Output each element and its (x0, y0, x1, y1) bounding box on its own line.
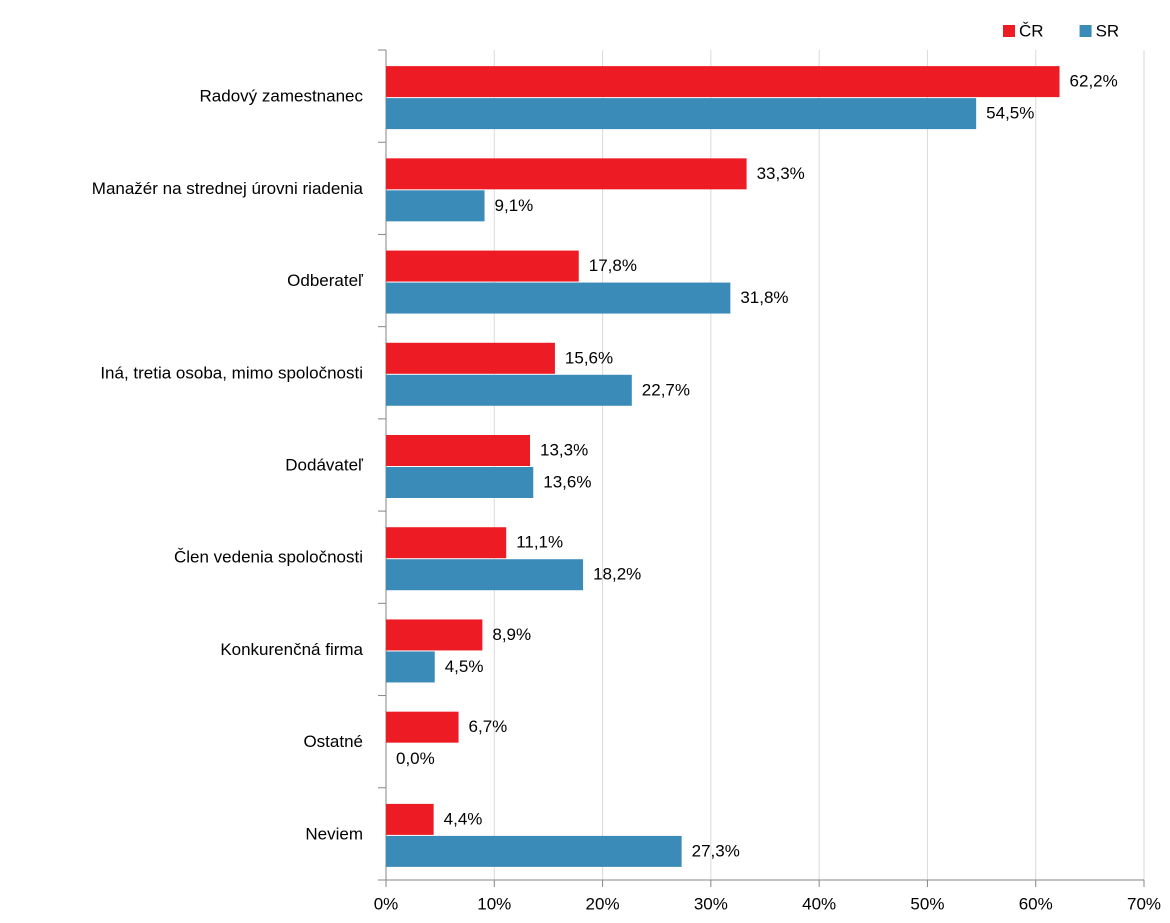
bar (386, 803, 434, 835)
y-tick-label: Iná, tretia osoba, mimo spoločnosti (100, 363, 363, 382)
bar (386, 467, 534, 498)
legend-label: SR (1096, 21, 1120, 40)
y-tick-label: Ostatné (303, 732, 363, 751)
value-label: 6,7% (469, 717, 508, 736)
x-tick-label: 60% (1019, 894, 1053, 913)
value-label: 0,0% (396, 749, 435, 768)
legend-swatch (1079, 25, 1092, 37)
bar (386, 98, 977, 130)
y-tick-label: Dodávateľ (285, 455, 364, 474)
y-tick-label: Radový zamestnanec (200, 87, 364, 106)
bar (386, 619, 483, 651)
value-label: 8,9% (492, 625, 531, 644)
x-tick-label: 20% (586, 894, 620, 913)
value-label: 15,6% (565, 348, 613, 367)
x-tick-label: 50% (910, 894, 944, 913)
x-tick-label: 70% (1127, 894, 1161, 913)
value-label: 33,3% (757, 164, 805, 183)
bar (386, 374, 632, 406)
x-tick-label: 10% (477, 894, 511, 913)
bar (386, 66, 1060, 98)
value-label: 17,8% (589, 256, 637, 275)
value-label: 27,3% (692, 841, 740, 860)
bar (386, 342, 555, 374)
bar (386, 835, 682, 867)
value-label: 22,7% (642, 380, 690, 399)
x-tick-label: 0% (374, 894, 399, 913)
value-label: 4,5% (445, 657, 484, 676)
y-tick-label: Konkurenčná firma (220, 640, 363, 659)
value-label: 4,4% (444, 809, 483, 828)
value-label: 13,3% (540, 440, 588, 459)
y-tick-label: Manažér na strednej úrovni riadenia (92, 179, 364, 198)
y-tick-label: Odberateľ (287, 271, 364, 290)
x-tick-label: 30% (694, 894, 728, 913)
value-label: 54,5% (986, 104, 1034, 123)
bar (386, 250, 579, 282)
bar (386, 282, 731, 314)
legend-swatch (1003, 25, 1015, 37)
x-tick-label: 40% (802, 894, 836, 913)
value-label: 18,2% (593, 565, 641, 584)
bar (386, 711, 459, 743)
value-label: 9,1% (495, 196, 534, 215)
value-label: 31,8% (740, 288, 788, 307)
bar (386, 559, 584, 591)
bar (386, 527, 507, 559)
bar (386, 435, 531, 466)
value-label: 62,2% (1070, 72, 1118, 91)
bar (386, 158, 747, 190)
value-label: 13,6% (543, 472, 591, 491)
y-tick-label: Neviem (305, 824, 363, 843)
bar (386, 190, 485, 222)
value-label: 11,1% (516, 533, 563, 552)
legend-label: ČR (1019, 21, 1044, 40)
y-tick-label: Člen vedenia spoločnosti (174, 548, 363, 567)
bar (386, 651, 435, 683)
